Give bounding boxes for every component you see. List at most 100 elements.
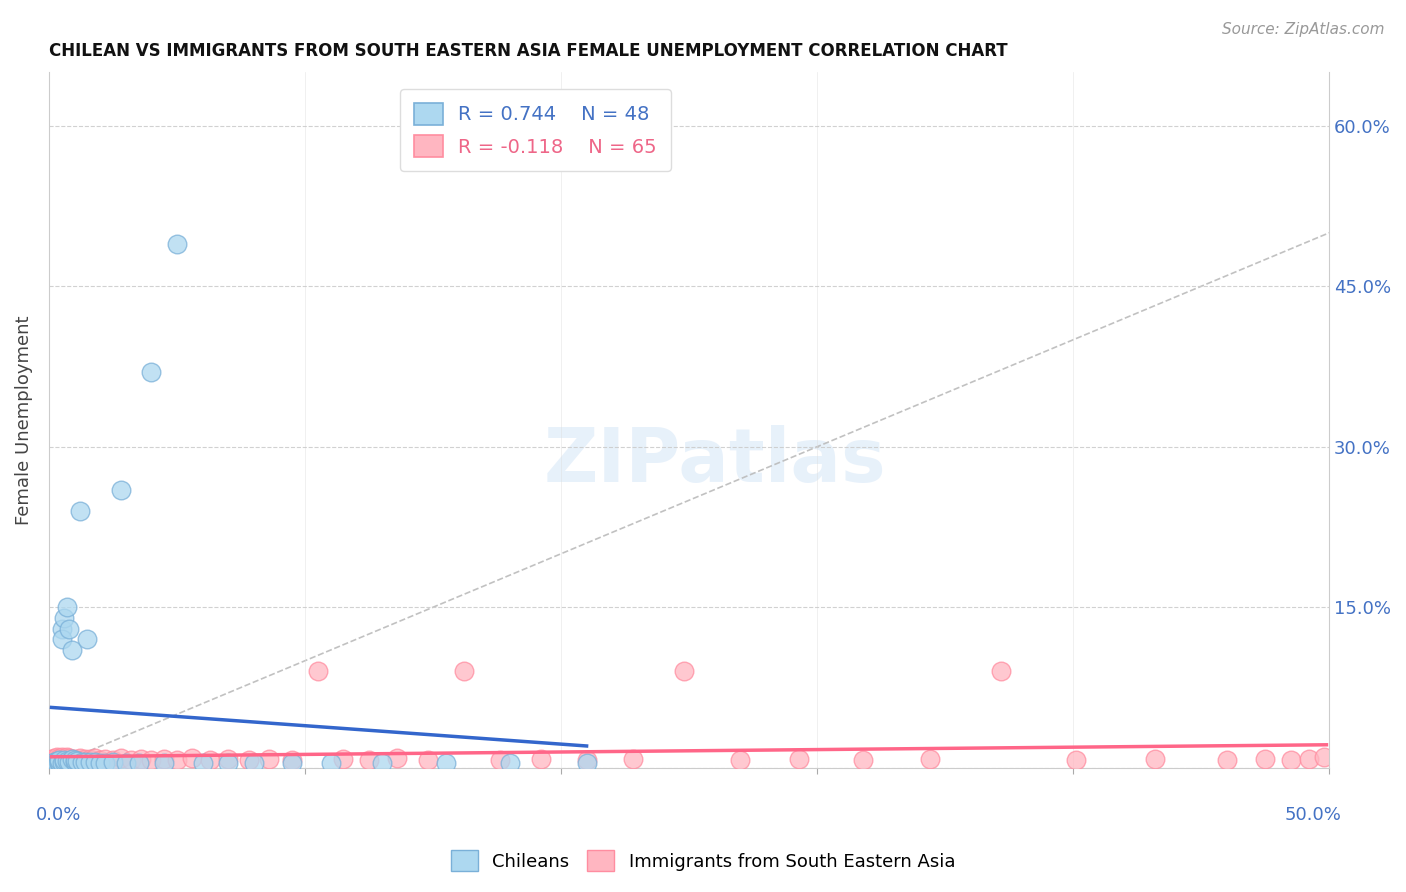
- Point: [53, 751, 76, 765]
- Point: [191, 756, 214, 771]
- Point: [58, 753, 80, 767]
- Point: [42, 753, 65, 767]
- Point: [82, 753, 104, 767]
- Point: [728, 753, 751, 767]
- Point: [357, 753, 380, 767]
- Point: [45, 754, 67, 768]
- Point: [56, 600, 79, 615]
- Point: [58, 756, 80, 770]
- Point: [120, 753, 142, 767]
- Point: [45, 757, 67, 772]
- Point: [56, 752, 79, 766]
- Text: CHILEAN VS IMMIGRANTS FROM SOUTH EASTERN ASIA FEMALE UNEMPLOYMENT CORRELATION CH: CHILEAN VS IMMIGRANTS FROM SOUTH EASTERN…: [49, 42, 1008, 60]
- Point: [56, 750, 79, 764]
- Point: [42, 757, 65, 772]
- Point: [60, 753, 83, 767]
- Point: [114, 756, 136, 771]
- Point: [1254, 752, 1277, 766]
- Text: 50.0%: 50.0%: [1285, 806, 1341, 824]
- Point: [51, 752, 73, 766]
- Point: [94, 756, 117, 771]
- Point: [141, 365, 163, 379]
- Point: [1064, 753, 1087, 767]
- Point: [94, 752, 117, 766]
- Point: [76, 754, 98, 768]
- Point: [238, 753, 260, 767]
- Point: [621, 752, 644, 766]
- Point: [242, 756, 264, 771]
- Point: [53, 753, 76, 767]
- Point: [1279, 753, 1302, 767]
- Point: [918, 752, 941, 766]
- Point: [319, 756, 342, 771]
- Point: [1215, 753, 1237, 767]
- Point: [575, 756, 598, 771]
- Point: [84, 751, 107, 765]
- Point: [101, 753, 124, 767]
- Point: [852, 753, 875, 767]
- Point: [79, 756, 101, 770]
- Point: [84, 756, 107, 770]
- Point: [281, 753, 304, 767]
- Point: [60, 752, 83, 766]
- Point: [529, 752, 551, 766]
- Point: [51, 622, 73, 636]
- Point: [101, 756, 124, 770]
- Point: [128, 756, 150, 771]
- Point: [307, 665, 329, 679]
- Point: [1143, 752, 1166, 766]
- Text: 0.0%: 0.0%: [37, 806, 82, 824]
- Point: [51, 750, 73, 764]
- Point: [48, 751, 70, 765]
- Point: [48, 753, 70, 767]
- Point: [166, 753, 188, 767]
- Point: [69, 751, 91, 765]
- Point: [153, 756, 176, 771]
- Point: [79, 752, 101, 766]
- Point: [200, 753, 222, 767]
- Point: [58, 622, 80, 636]
- Point: [48, 756, 70, 771]
- Legend: Chileans, Immigrants from South Eastern Asia: Chileans, Immigrants from South Eastern …: [443, 843, 963, 879]
- Point: [281, 756, 304, 771]
- Point: [153, 752, 176, 766]
- Point: [181, 751, 204, 765]
- Point: [72, 756, 94, 770]
- Point: [48, 756, 70, 770]
- Point: [89, 753, 111, 767]
- Point: [66, 753, 89, 767]
- Point: [129, 752, 152, 766]
- Point: [1298, 752, 1320, 766]
- Point: [63, 753, 86, 767]
- Point: [332, 752, 354, 766]
- Point: [42, 756, 65, 770]
- Point: [575, 753, 598, 767]
- Point: [51, 756, 73, 771]
- Point: [110, 751, 132, 765]
- Point: [45, 750, 67, 764]
- Point: [787, 752, 810, 766]
- Point: [1313, 750, 1336, 764]
- Y-axis label: Female Unemployment: Female Unemployment: [15, 315, 32, 524]
- Point: [48, 753, 70, 767]
- Point: [69, 504, 91, 518]
- Point: [453, 665, 475, 679]
- Point: [434, 756, 457, 771]
- Point: [41, 756, 63, 771]
- Point: [217, 756, 239, 771]
- Point: [89, 756, 111, 771]
- Point: [371, 756, 394, 771]
- Point: [53, 611, 76, 625]
- Point: [416, 753, 439, 767]
- Point: [45, 754, 67, 768]
- Point: [73, 756, 96, 770]
- Point: [141, 753, 163, 767]
- Point: [60, 643, 83, 657]
- Point: [385, 751, 408, 765]
- Point: [63, 752, 86, 766]
- Point: [53, 753, 76, 767]
- Point: [66, 754, 89, 768]
- Point: [499, 756, 522, 771]
- Point: [53, 756, 76, 770]
- Point: [63, 754, 86, 768]
